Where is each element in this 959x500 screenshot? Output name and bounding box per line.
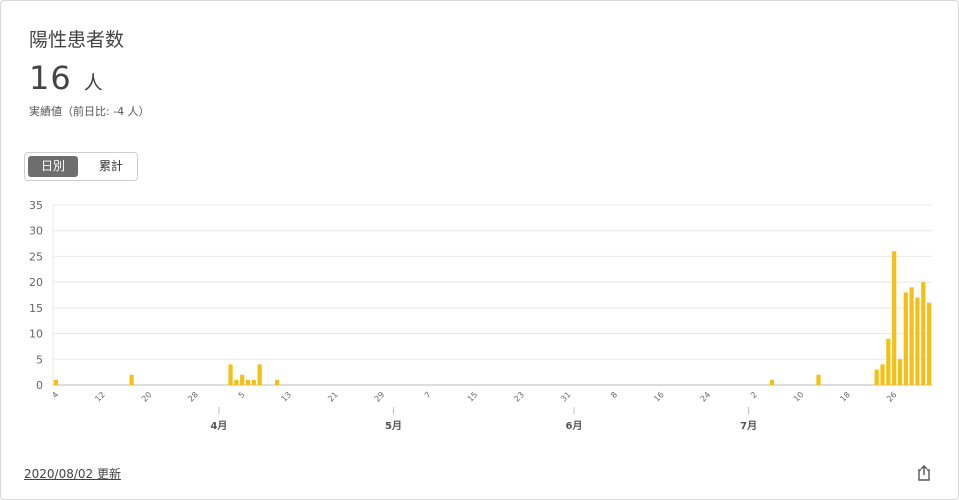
- x-tick-label: 7: [423, 390, 433, 400]
- daily-cumulative-toggle: 日別 累計: [24, 152, 138, 181]
- bar: [921, 282, 926, 385]
- bar: [245, 379, 251, 385]
- y-tick-label: 5: [36, 353, 43, 366]
- current-value-row: 16 人: [29, 59, 103, 97]
- x-tick-label: 16: [652, 390, 666, 404]
- month-label: 7月: [740, 420, 757, 432]
- y-tick-label: 35: [29, 199, 43, 212]
- x-tick-label: 21: [326, 390, 340, 404]
- bar: [897, 359, 903, 385]
- bar: [240, 374, 245, 385]
- month-label: 5月: [385, 420, 402, 432]
- bar: [234, 379, 239, 385]
- bar: [251, 379, 256, 385]
- y-tick-label: 10: [29, 328, 43, 341]
- x-tick-label: 8: [609, 390, 619, 400]
- x-tick-label: 18: [838, 390, 852, 404]
- bar: [915, 297, 920, 385]
- bar: [228, 364, 233, 385]
- bar: [892, 251, 897, 385]
- month-label: 6月: [566, 420, 583, 432]
- card-title: 陽性患者数: [29, 29, 125, 51]
- x-tick-label: 26: [885, 390, 899, 404]
- bar: [903, 292, 908, 385]
- bar: [926, 302, 932, 385]
- last-updated-link[interactable]: 2020/08/02 更新: [24, 467, 121, 481]
- bar: [275, 379, 280, 385]
- value-subtext: 実績値（前日比: -4 人）: [29, 105, 150, 118]
- x-tick-label: 31: [559, 390, 573, 404]
- bar: [874, 369, 879, 385]
- y-tick-label: 0: [36, 379, 43, 392]
- x-tick-label: 15: [466, 390, 480, 404]
- daily-toggle-button[interactable]: 日別: [28, 156, 78, 177]
- bar: [909, 287, 914, 385]
- current-value: 16: [29, 59, 72, 97]
- x-tick-label: 20: [140, 390, 154, 404]
- bar: [816, 374, 821, 385]
- bar: [129, 374, 134, 385]
- x-tick-label: 24: [699, 390, 713, 404]
- x-tick-label: 12: [93, 390, 107, 404]
- share-icon[interactable]: [914, 463, 934, 483]
- y-tick-label: 20: [29, 276, 43, 289]
- x-tick-label: 28: [186, 390, 200, 404]
- x-tick-label: 29: [373, 390, 387, 404]
- bar: [257, 364, 262, 385]
- bar: [769, 379, 775, 385]
- cumulative-toggle-button[interactable]: 累計: [98, 159, 123, 173]
- month-label: 4月: [210, 420, 227, 432]
- bar: [880, 364, 885, 385]
- x-tick-label: 4: [50, 390, 60, 400]
- bar: [886, 338, 891, 385]
- y-tick-label: 15: [29, 302, 43, 315]
- x-tick-label: 5: [237, 390, 247, 400]
- x-tick-label: 23: [512, 390, 526, 404]
- x-tick-label: 10: [792, 390, 806, 404]
- x-tick-label: 13: [280, 390, 294, 404]
- y-tick-label: 30: [29, 225, 43, 238]
- bar: [53, 379, 59, 385]
- current-value-unit: 人: [83, 72, 103, 94]
- x-tick-label: 2: [749, 390, 759, 400]
- y-tick-label: 25: [29, 250, 43, 263]
